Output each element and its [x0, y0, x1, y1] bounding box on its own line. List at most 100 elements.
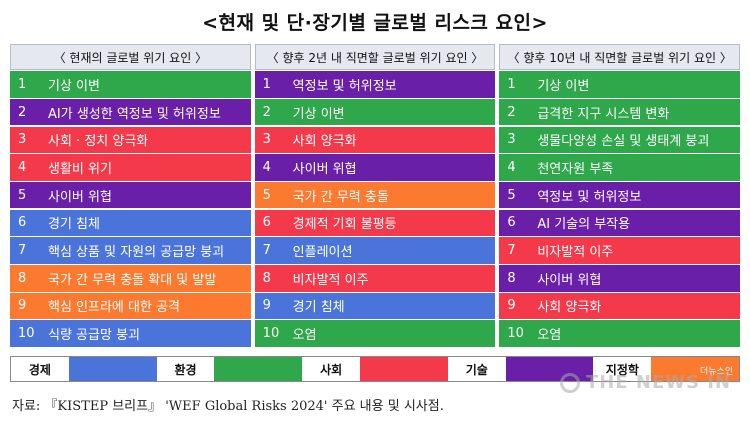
risk-row: 1 기상 이변: [10, 71, 251, 98]
risk-row: 3 생물다양성 손실 및 생태계 붕괴: [499, 126, 741, 154]
risk-label: 사회 양극화: [292, 134, 357, 150]
risk-label: 오염: [292, 328, 317, 344]
risk-label: 국가 간 무력 충돌 확대 및 발발: [48, 272, 217, 288]
risk-row: 8 사이버 위협: [499, 265, 741, 292]
legend-label-society: 사회: [302, 357, 361, 381]
risk-row: 6 경기 침체: [10, 209, 251, 237]
risk-row: 10 오염: [499, 320, 741, 347]
risk-rank: 8: [262, 270, 271, 286]
legend-label-geopolitics: 지정학: [593, 357, 652, 381]
watermark-text: THE NEWS IN: [586, 372, 732, 393]
risk-rank: 10: [262, 326, 280, 342]
risk-rank: 7: [262, 243, 271, 259]
risk-table: 〈 현재의 글로벌 위기 요인 〉 1 기상 이변 2 AI가 생성한 역정보 및 허…: [10, 44, 741, 349]
risk-row: 2 AI가 생성한 역정보 및 허위정보: [10, 98, 251, 126]
risk-row: 1 기상 이변: [499, 71, 741, 98]
risk-label: 경제적 기회 불평등: [292, 217, 397, 233]
risk-rank: 1: [18, 76, 27, 92]
risk-rank: 2: [18, 104, 27, 120]
risk-row: 4 천연자원 부족: [499, 154, 741, 181]
risk-row: 2 급격한 지구 시스템 변화: [499, 98, 741, 126]
risk-rank: 10: [507, 326, 524, 342]
risk-rank: 3: [262, 132, 271, 148]
legend-swatch-technology: [505, 357, 594, 381]
risk-row: 5 역정보 및 허위정보: [499, 182, 741, 209]
risk-label: 사회 양극화: [537, 300, 602, 316]
column-header: 〈 향후 10년 내 직면할 글로벌 위기 요인 〉: [499, 44, 741, 70]
risk-rank: 2: [507, 104, 516, 120]
risk-rank: 5: [262, 187, 271, 203]
risk-label: AI 기술의 부작용: [537, 217, 631, 233]
risk-rank: 5: [507, 187, 516, 203]
risk-label: 경기 침체: [292, 300, 345, 316]
watermark-logo-icon: [560, 373, 580, 393]
risk-row: 6 경제적 기회 불평등: [254, 209, 496, 237]
risk-label: 국가 간 무력 충돌: [292, 189, 389, 205]
risk-label: 경기 침체: [48, 217, 100, 233]
page-title: <현재 및 단·장기별 글로벌 리스크 요인>: [202, 12, 548, 34]
column-header: 〈 현재의 글로벌 위기 요인 〉: [10, 44, 251, 70]
risk-rank: 10: [18, 326, 35, 342]
column-current: 〈 현재의 글로벌 위기 요인 〉 1 기상 이변 2 AI가 생성한 역정보 및 허…: [10, 44, 251, 349]
risk-rank: 4: [262, 160, 271, 176]
legend-swatch-society: [360, 357, 448, 381]
legend-label-technology: 기술: [447, 357, 506, 381]
risk-row: 10 식량 공급망 붕괴: [10, 320, 251, 347]
risk-rank: 1: [262, 76, 271, 92]
legend-swatch-geopolitics: [651, 357, 740, 381]
risk-label: 급격한 지구 시스템 변화: [537, 106, 670, 122]
risk-label: 사이버 위협: [292, 162, 357, 178]
risk-row: 5 사이버 위협: [10, 182, 251, 209]
risk-rank: 2: [262, 104, 271, 120]
risk-row: 8 국가 간 무력 충돌 확대 및 발발: [10, 265, 251, 292]
risk-row: 9 사회 양극화: [499, 292, 741, 320]
legend-swatch-economy: [68, 357, 157, 381]
risk-rank: 9: [507, 298, 516, 314]
risk-rank: 4: [18, 160, 27, 176]
risk-label: 기상 이변: [292, 106, 345, 122]
source-note: 자료: 『KISTEP 브리프』 'WEF Global Risks 2024'…: [12, 399, 444, 414]
risk-row: 7 인플레이션: [254, 237, 496, 264]
column-2-years: 〈 향후 2년 내 직면할 글로벌 위기 요인 〉 1 역정보 및 허위정보 2 기상…: [254, 44, 496, 349]
risk-row: 2 기상 이변: [254, 98, 496, 126]
risk-row: 7 핵심 상품 및 자원의 공급망 붕괴: [10, 237, 251, 264]
risk-label: 사이버 위협: [48, 189, 112, 205]
risk-label: 천연자원 부족: [537, 162, 614, 178]
risk-rank: 6: [262, 215, 271, 231]
risk-rank: 4: [507, 160, 516, 176]
risk-rank: 7: [18, 243, 27, 259]
risk-label: 인플레이션: [292, 245, 353, 261]
risk-rank: 7: [507, 243, 516, 259]
risk-rank: 8: [507, 270, 516, 286]
risk-row: 10 오염: [254, 320, 496, 347]
risk-rank: 6: [18, 215, 27, 231]
risk-label: 핵심 상품 및 자원의 공급망 붕괴: [48, 245, 225, 261]
risk-rank: 8: [18, 270, 27, 286]
legend-swatch-environment: [214, 357, 303, 381]
risk-label: 오염: [537, 328, 562, 344]
column-10-years: 〈 향후 10년 내 직면할 글로벌 위기 요인 〉 1 기상 이변 2 급격한 지구…: [499, 44, 741, 349]
risk-row: 3 사회 양극화: [254, 126, 496, 154]
risk-label: 생활비 위기: [48, 162, 112, 178]
watermark: THE NEWS IN: [560, 372, 731, 393]
column-header: 〈 향후 2년 내 직면할 글로벌 위기 요인 〉: [254, 44, 496, 70]
risk-label: 사회 · 정치 양극화: [48, 134, 149, 150]
risk-row: 8 비자발적 이주: [254, 265, 496, 292]
risk-rank: 9: [262, 298, 271, 314]
watermark-small-text: 더뉴스인: [700, 367, 734, 377]
risk-row: 9 경기 침체: [254, 292, 496, 320]
risk-label: 비자발적 이주: [537, 245, 614, 261]
risk-row: 6 AI 기술의 부작용: [499, 209, 741, 237]
risk-rank: 9: [18, 298, 27, 314]
risk-rank: 5: [18, 187, 27, 203]
category-legend: 경제 환경 사회 기술 지정학: [10, 356, 740, 382]
risk-rank: 6: [507, 215, 516, 231]
risk-row: 7 비자발적 이주: [499, 237, 741, 264]
risk-row: 4 생활비 위기: [10, 154, 251, 181]
risk-label: 사이버 위협: [537, 272, 602, 288]
risk-row: 1 역정보 및 허위정보: [254, 71, 496, 98]
risk-label: 생물다양성 손실 및 생태계 붕괴: [537, 134, 710, 150]
legend-label-environment: 환경: [156, 357, 215, 381]
risk-row: 5 국가 간 무력 충돌: [254, 182, 496, 209]
legend-label-economy: 경제: [11, 357, 69, 381]
